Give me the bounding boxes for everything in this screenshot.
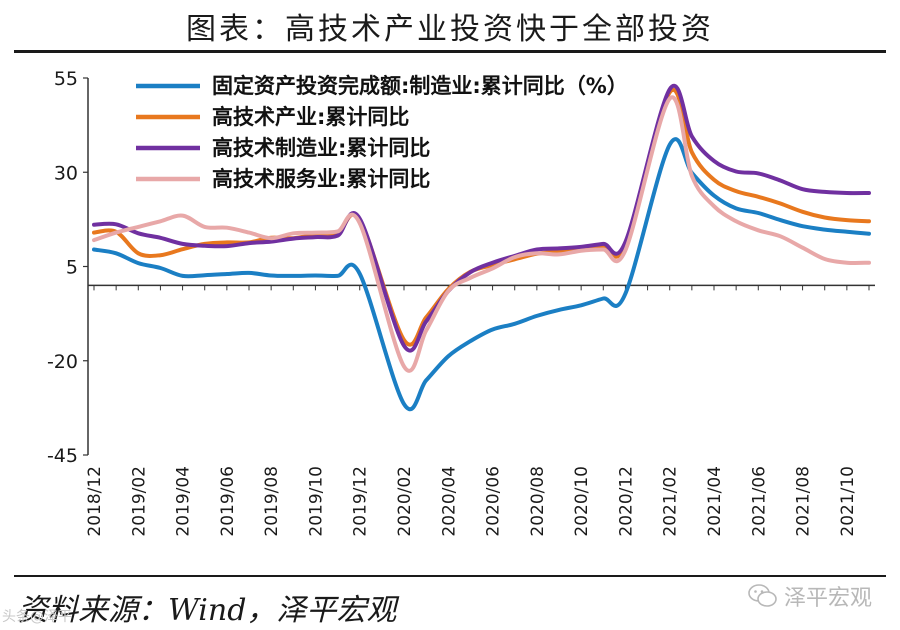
series-line-0 (92, 137, 871, 412)
y-tick-label: -20 (47, 351, 78, 373)
series-line-3 (92, 95, 871, 373)
wechat-icon (748, 584, 777, 607)
x-tick-label: 2020/10 (572, 466, 592, 537)
x-tick-label: 2018/12 (85, 466, 105, 537)
x-tick-label: 2021/04 (705, 466, 725, 537)
legend-label-0: 固定资产投资完成额:制造业:累计同比（%） (212, 74, 628, 98)
watermark-right-text: 泽平宏观 (783, 586, 872, 611)
legend-label-3: 高技术服务业:累计同比 (212, 167, 430, 191)
x-tick-label: 2021/06 (749, 466, 769, 537)
y-tick-label: 55 (54, 68, 78, 90)
x-tick-label: 2020/02 (395, 466, 415, 537)
x-tick-label: 2021/10 (838, 466, 858, 537)
line-chart: 55 30 5 -20 -45 2018/12 2019/02 2019/04 2019/06 2… (47, 68, 875, 537)
x-tick-label: 2020/12 (616, 466, 636, 537)
chart-legend: 固定资产投资完成额:制造业:累计同比（%） 高技术产业:累计同比高技术制造业:累计… (136, 74, 628, 191)
legend-label-1: 高技术产业:累计同比 (212, 105, 409, 129)
legend-label-2: 高技术制造业:累计同比 (212, 136, 430, 160)
x-tick-label: 2019/06 (218, 466, 238, 537)
title-divider (14, 50, 886, 53)
x-tick-label: 2019/02 (129, 466, 149, 537)
watermark-left: 头条@泽平 (2, 609, 72, 625)
y-tick-label: 5 (66, 257, 78, 279)
source-divider (14, 575, 886, 577)
chart-title: 图表：高技术产业投资快于全部投资 (186, 12, 714, 47)
y-tick-label: 30 (54, 162, 78, 184)
chart-series-lines (92, 84, 871, 412)
source-note: 资料来源：Wind，泽平宏观 (18, 593, 397, 628)
x-tick-label: 2019/08 (262, 466, 282, 537)
x-tick-label: 2019/12 (351, 466, 371, 537)
x-tick-label: 2021/02 (661, 466, 681, 537)
y-tick-label: -45 (47, 445, 78, 467)
x-tick-label: 2020/06 (484, 466, 504, 537)
series-line-1 (92, 87, 871, 347)
x-tick-label: 2019/04 (174, 466, 194, 537)
x-tick-label: 2020/04 (439, 466, 459, 537)
watermark-right: 泽平宏观 (748, 580, 872, 612)
series-line-2 (92, 84, 871, 353)
x-tick-label: 2020/08 (528, 466, 548, 537)
x-tick-label: 2019/10 (306, 466, 326, 537)
chart-axes: 55 30 5 -20 -45 2018/12 2019/02 2019/04 2019/06 2… (47, 68, 875, 537)
x-tick-label: 2021/08 (794, 466, 814, 537)
